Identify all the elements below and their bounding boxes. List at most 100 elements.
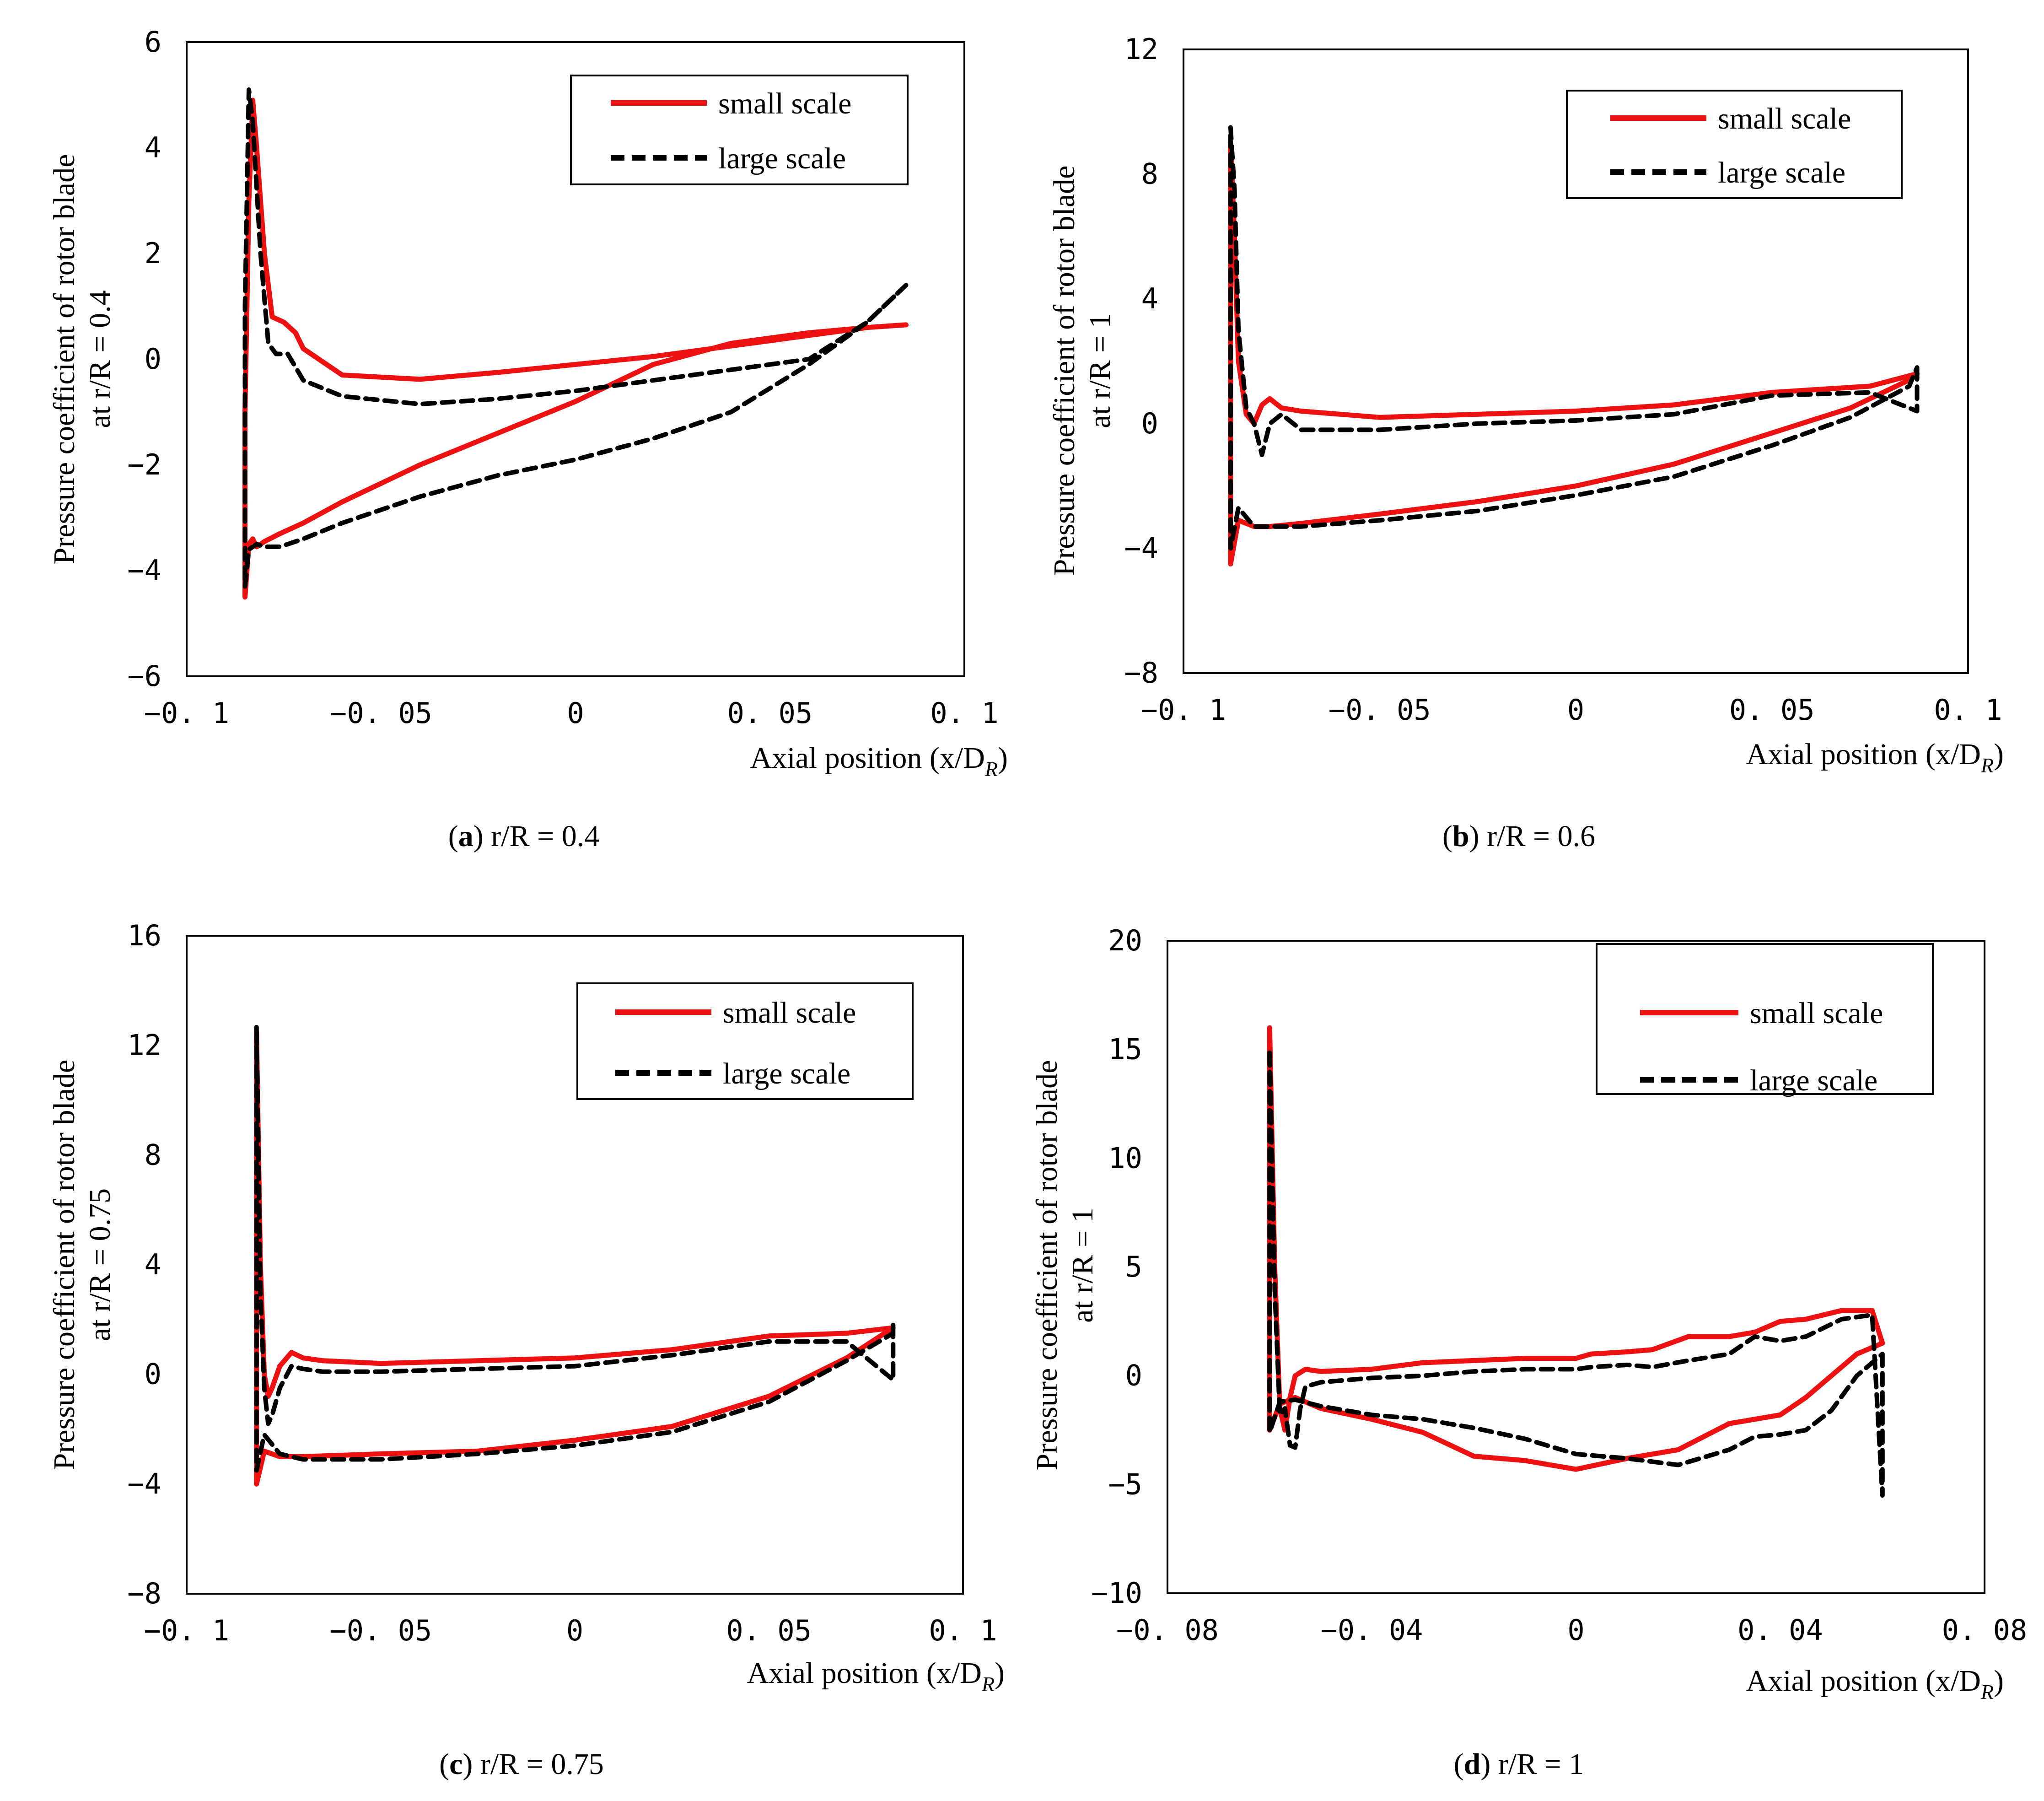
y-tick-label: 12: [1124, 32, 1158, 66]
series-line-small-scale: [1267, 1025, 1885, 1472]
curves: [1267, 1025, 1885, 1498]
x-tick-label: −0. 1: [144, 696, 230, 730]
x-tick-labels: −0. 1 −0. 05 0 0. 05 0. 1: [1141, 693, 2002, 727]
legend-box: [1596, 943, 1934, 1095]
y-tick-labels: −10 −5 0 5 10 15 20: [1091, 924, 1142, 1610]
x-tick-labels: −0. 1 −0. 05 0 0. 05 0. 1: [144, 696, 999, 730]
y-tick-labels: −8 −4 0 4 8 12: [1124, 32, 1158, 690]
y-tick-label: −4: [1124, 531, 1158, 565]
curves: [254, 1024, 896, 1487]
y-tick-label: 6: [145, 25, 161, 59]
series-line-large-scale: [1228, 125, 1920, 551]
caption: (a) r/R = 0.4: [448, 820, 600, 853]
panel-d: −10 −5 0 5 10 15 20 −0. 08 −0. 04 0 0. 04 0. 08 Pr…: [1030, 924, 2027, 1781]
x-tick-label: −0. 05: [330, 696, 432, 730]
x-tick-label: 0. 05: [726, 1614, 812, 1647]
x-axis-label: Axial position (x/DR): [747, 1656, 1005, 1696]
y-axis-label-line1: Pressure coefficient of rotor blade: [48, 154, 81, 565]
y-tick-label: 4: [145, 131, 161, 164]
x-tick-label: 0: [567, 696, 584, 730]
panel-b: −8 −4 0 4 8 12 −0. 1 −0. 05 0 0. 05 0. 1 Pressure…: [1048, 32, 2004, 853]
x-axis-label: Axial position (x/DR): [750, 741, 1008, 781]
x-tick-label: 0. 05: [1729, 693, 1815, 727]
caption: (b) r/R = 0.6: [1442, 820, 1595, 853]
y-tick-label: 15: [1108, 1033, 1142, 1066]
series-line-large-scale: [254, 1024, 896, 1473]
y-axis-label-line1: Pressure coefficient of rotor blade: [48, 1060, 81, 1470]
y-tick-label: 8: [1141, 157, 1158, 191]
y-tick-label: −4: [127, 1467, 161, 1500]
plot-area-frame: [186, 41, 965, 677]
series-line-small-scale: [1228, 140, 1920, 566]
legend-label-small-scale: small scale: [723, 996, 856, 1030]
caption: (d) r/R = 1: [1454, 1747, 1584, 1781]
x-axis-label: Axial position (x/DR): [1746, 1664, 2004, 1704]
curves: [1228, 125, 1920, 566]
y-tick-labels: −8 −4 0 4 8 12 16: [127, 919, 161, 1610]
legend: small scale large scale: [1566, 90, 1903, 199]
y-tick-label: 0: [1125, 1359, 1142, 1392]
legend-label-small-scale: small scale: [1750, 997, 1883, 1030]
legend-label-large-scale: large scale: [1718, 156, 1845, 189]
x-tick-label: 0: [1567, 693, 1584, 727]
x-tick-label: 0: [1567, 1613, 1584, 1647]
y-tick-label: 16: [127, 919, 161, 952]
legend-box: [1566, 90, 1903, 199]
x-tick-labels: −0. 08 −0. 04 0 0. 04 0. 08: [1116, 1613, 2027, 1647]
x-tick-label: 0. 1: [929, 1614, 997, 1647]
y-tick-label: 5: [1125, 1250, 1142, 1283]
caption: (c) r/R = 0.75: [439, 1747, 604, 1781]
y-axis-label-line1: Pressure coefficient of rotor blade: [1030, 1060, 1064, 1471]
y-tick-label: 4: [1141, 282, 1158, 315]
x-tick-label: 0. 04: [1737, 1613, 1823, 1647]
x-tick-labels: −0. 1 −0. 05 0 0. 05 0. 1: [144, 1614, 997, 1647]
x-tick-label: −0. 1: [144, 1614, 230, 1647]
y-tick-label: −8: [1124, 656, 1158, 690]
curves: [242, 87, 909, 600]
x-tick-label: −0. 05: [329, 1614, 432, 1647]
panel-a: −6 −4 −2 0 2 4 6 −0. 1 −0. 05 0 0. 05 0. 1 Pressur…: [48, 25, 1008, 853]
legend-label-large-scale: large scale: [1750, 1064, 1877, 1097]
x-tick-label: 0: [566, 1614, 583, 1647]
y-axis-label-line1: Pressure coefficient of rotor blade: [1048, 166, 1081, 576]
y-tick-label: 2: [145, 237, 161, 270]
x-tick-label: 0. 1: [1934, 693, 2002, 727]
x-tick-label: −0. 08: [1116, 1613, 1219, 1647]
y-tick-label: 0: [1141, 407, 1158, 440]
y-tick-label: −4: [127, 554, 161, 587]
y-axis-label-line2: at r/R = 0.4: [83, 290, 117, 428]
series-line-small-scale: [254, 1029, 896, 1487]
plot-area-frame: [1167, 940, 1985, 1594]
y-tick-label: −5: [1108, 1467, 1142, 1501]
y-tick-label: 10: [1108, 1141, 1142, 1175]
legend-box: [576, 982, 914, 1100]
y-axis-label-line2: at r/R = 0.75: [83, 1188, 117, 1341]
plot-area-frame: [1183, 49, 1969, 674]
y-tick-label: −6: [127, 659, 161, 693]
x-tick-label: −0. 04: [1321, 1613, 1423, 1647]
x-tick-label: 0. 1: [930, 696, 998, 730]
y-tick-label: 8: [145, 1138, 161, 1171]
x-tick-label: 0. 08: [1942, 1613, 2028, 1647]
legend-label-large-scale: large scale: [718, 142, 846, 175]
y-tick-label: 0: [145, 342, 161, 376]
x-tick-label: −0. 05: [1329, 693, 1431, 727]
y-tick-label: 4: [145, 1248, 161, 1281]
series-line-large-scale: [242, 87, 909, 589]
x-axis-label: Axial position (x/DR): [1746, 738, 2004, 777]
legend-label-large-scale: large scale: [723, 1057, 850, 1090]
y-tick-label: 12: [127, 1029, 161, 1062]
legend: small scale large scale: [576, 982, 914, 1100]
y-tick-labels: −6 −4 −2 0 2 4 6: [127, 25, 161, 693]
y-tick-label: 0: [145, 1358, 161, 1391]
legend: small scale large scale: [1596, 943, 1934, 1097]
series-line-large-scale: [1267, 1047, 1885, 1498]
x-tick-label: 0. 05: [727, 696, 813, 730]
y-axis-label-line2: at r/R = 1: [1083, 313, 1117, 428]
y-axis-label-line2: at r/R = 1: [1066, 1208, 1099, 1323]
panel-c: −8 −4 0 4 8 12 16 −0. 1 −0. 05 0 0. 05 0. 1 Pressu…: [48, 919, 1005, 1781]
y-tick-label: −2: [127, 448, 161, 481]
legend-box: [570, 75, 909, 185]
x-tick-label: −0. 1: [1141, 693, 1226, 727]
